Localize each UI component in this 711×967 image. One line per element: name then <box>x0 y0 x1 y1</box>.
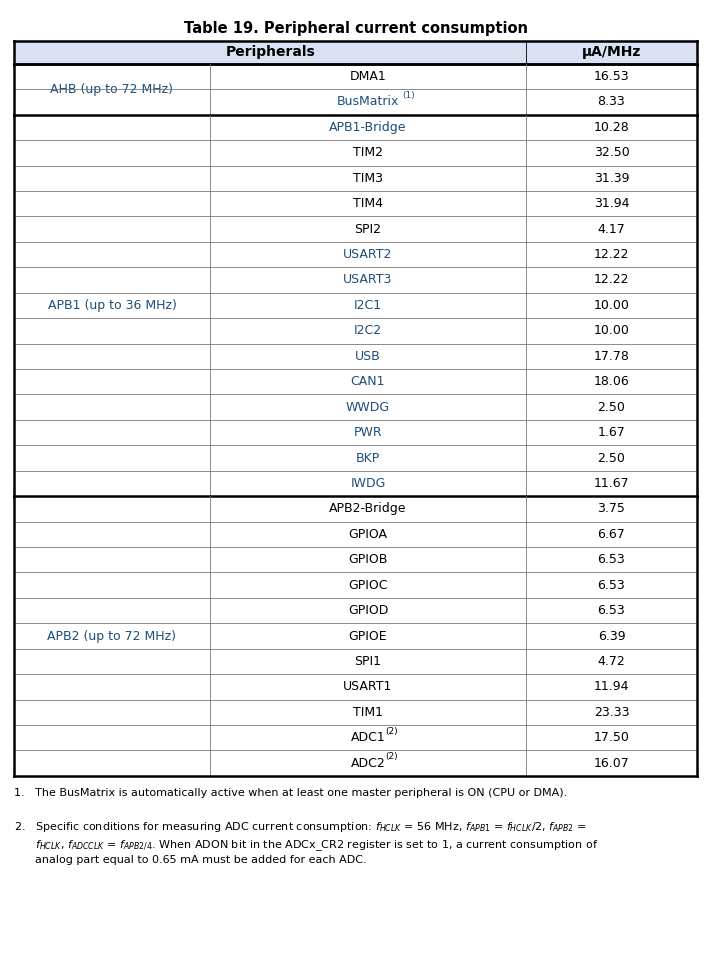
Text: (2): (2) <box>385 752 397 761</box>
Text: GPIOD: GPIOD <box>348 604 388 617</box>
Text: ADC2: ADC2 <box>351 757 385 770</box>
Text: USART2: USART2 <box>343 249 392 261</box>
Text: 18.06: 18.06 <box>594 375 629 388</box>
Text: ADC1: ADC1 <box>351 731 385 745</box>
Text: 6.67: 6.67 <box>597 528 626 541</box>
Text: USART3: USART3 <box>343 274 392 286</box>
Text: 8.33: 8.33 <box>597 96 626 108</box>
Text: 1.67: 1.67 <box>597 426 626 439</box>
Text: APB1 (up to 36 MHz): APB1 (up to 36 MHz) <box>48 299 176 312</box>
Text: APB2 (up to 72 MHz): APB2 (up to 72 MHz) <box>48 630 176 642</box>
Text: DMA1: DMA1 <box>350 70 386 83</box>
Text: Peripherals: Peripherals <box>225 45 315 59</box>
Text: GPIOC: GPIOC <box>348 578 387 592</box>
Text: 11.67: 11.67 <box>594 477 629 490</box>
Text: I2C2: I2C2 <box>354 324 382 337</box>
Text: GPIOA: GPIOA <box>348 528 387 541</box>
Text: BKP: BKP <box>356 452 380 464</box>
Text: 3.75: 3.75 <box>597 503 626 515</box>
Text: 12.22: 12.22 <box>594 274 629 286</box>
Text: USART1: USART1 <box>343 681 392 693</box>
Text: 10.00: 10.00 <box>594 324 629 337</box>
Text: 16.07: 16.07 <box>594 757 629 770</box>
Text: USB: USB <box>355 350 381 363</box>
Text: 6.39: 6.39 <box>598 630 625 642</box>
Text: 23.33: 23.33 <box>594 706 629 718</box>
Text: 6.53: 6.53 <box>597 604 626 617</box>
Text: 6.53: 6.53 <box>597 553 626 567</box>
Text: $f_{HCLK}$, $f_{ADCCLK}$ = $f_{APB2/4}$. When ADON bit in the ADCx_CR2 register : $f_{HCLK}$, $f_{ADCCLK}$ = $f_{APB2/4}$.… <box>14 837 599 853</box>
Text: GPIOB: GPIOB <box>348 553 387 567</box>
Text: 12.22: 12.22 <box>594 249 629 261</box>
Text: Table 19. Peripheral current consumption: Table 19. Peripheral current consumption <box>183 21 528 37</box>
Text: TIM1: TIM1 <box>353 706 383 718</box>
Text: IWDG: IWDG <box>351 477 385 490</box>
Text: 17.78: 17.78 <box>594 350 629 363</box>
Text: 6.53: 6.53 <box>597 578 626 592</box>
Text: APB2-Bridge: APB2-Bridge <box>329 503 407 515</box>
Text: (1): (1) <box>402 91 415 100</box>
Text: 31.94: 31.94 <box>594 197 629 210</box>
Text: BusMatrix: BusMatrix <box>337 96 399 108</box>
Text: 17.50: 17.50 <box>594 731 629 745</box>
Text: 31.39: 31.39 <box>594 172 629 185</box>
Text: 11.94: 11.94 <box>594 681 629 693</box>
Text: WWDG: WWDG <box>346 400 390 414</box>
Text: AHB (up to 72 MHz): AHB (up to 72 MHz) <box>50 83 173 96</box>
Text: TIM3: TIM3 <box>353 172 383 185</box>
Text: (2): (2) <box>385 726 397 736</box>
Text: GPIOE: GPIOE <box>348 630 387 642</box>
Text: I2C1: I2C1 <box>354 299 382 312</box>
Text: PWR: PWR <box>353 426 383 439</box>
Bar <box>14 41 697 64</box>
Text: TIM2: TIM2 <box>353 146 383 160</box>
Text: SPI1: SPI1 <box>355 655 381 668</box>
Text: 4.72: 4.72 <box>597 655 626 668</box>
Text: 2.50: 2.50 <box>597 400 626 414</box>
Text: APB1-Bridge: APB1-Bridge <box>329 121 407 133</box>
Text: 32.50: 32.50 <box>594 146 629 160</box>
Text: 4.17: 4.17 <box>597 222 626 236</box>
Text: 10.28: 10.28 <box>594 121 629 133</box>
Text: 10.00: 10.00 <box>594 299 629 312</box>
Text: 16.53: 16.53 <box>594 70 629 83</box>
Text: analog part equal to 0.65 mA must be added for each ADC.: analog part equal to 0.65 mA must be add… <box>14 855 367 865</box>
Text: TIM4: TIM4 <box>353 197 383 210</box>
Text: SPI2: SPI2 <box>355 222 381 236</box>
Text: 2.50: 2.50 <box>597 452 626 464</box>
Text: 1.   The BusMatrix is automatically active when at least one master peripheral i: 1. The BusMatrix is automatically active… <box>14 788 567 799</box>
Text: CAN1: CAN1 <box>351 375 385 388</box>
Text: 2.   Specific conditions for measuring ADC current consumption: $f_{HCLK}$ = 56 : 2. Specific conditions for measuring ADC… <box>14 820 587 835</box>
Text: μA/MHz: μA/MHz <box>582 45 641 59</box>
